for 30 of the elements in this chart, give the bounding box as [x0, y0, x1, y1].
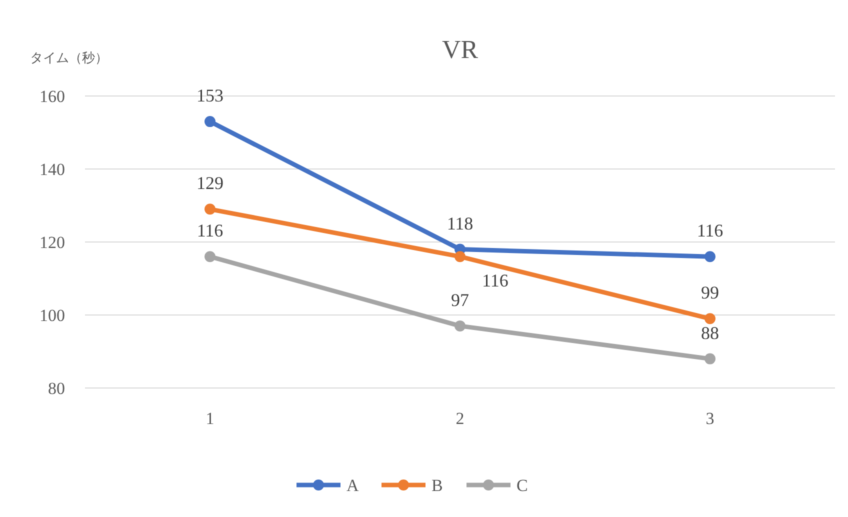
data-label: 116 [196, 220, 224, 241]
point [704, 251, 716, 262]
point [704, 313, 716, 324]
y-tick-label: 160 [40, 87, 65, 106]
point [454, 320, 466, 332]
data-label: 88 [701, 322, 719, 343]
y-tick-label: 100 [40, 306, 65, 325]
data-label: 116 [696, 220, 724, 241]
y-tick-label: 140 [40, 160, 65, 179]
y-axis-title: タイム（秒） [30, 51, 108, 66]
data-label: 129 [196, 173, 224, 194]
x-tick-label: 3 [706, 409, 714, 428]
y-tick-label: 80 [48, 379, 65, 398]
point [704, 353, 716, 364]
data-label: 153 [196, 86, 224, 106]
point [204, 251, 216, 262]
x-tick-label: 1 [206, 409, 214, 428]
legend-label: C [516, 476, 528, 495]
point [454, 251, 466, 262]
legend-label: A [346, 476, 360, 495]
data-label: 97 [451, 290, 469, 310]
chart-title: VR [442, 35, 479, 64]
point [204, 116, 216, 128]
x-tick-label: 2 [456, 409, 464, 428]
point [204, 204, 216, 215]
data-label: 116 [482, 270, 508, 291]
data-label: 118 [446, 213, 474, 234]
data-label: 99 [701, 282, 719, 303]
legend-label: B [432, 476, 443, 495]
y-tick-label: 120 [40, 233, 65, 252]
